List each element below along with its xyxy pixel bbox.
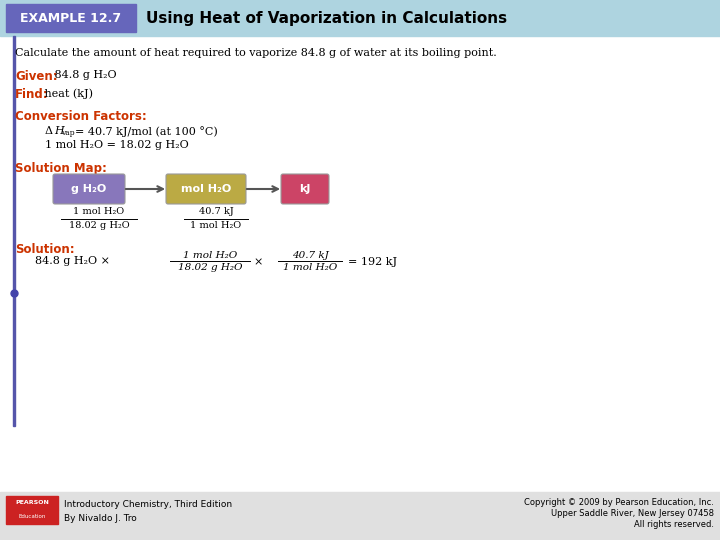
Text: mol H₂O: mol H₂O [181, 184, 231, 194]
Text: 84.8 g H₂O: 84.8 g H₂O [51, 70, 117, 80]
Text: Solution Map:: Solution Map: [15, 162, 107, 175]
Bar [6, 4, 136, 32]
Bar [0, 492, 720, 540]
Text: = 40.7 kJ/mol (at 100 °C): = 40.7 kJ/mol (at 100 °C) [75, 126, 217, 137]
Text: = 192 kJ: = 192 kJ [348, 257, 397, 267]
FancyBboxPatch shape [281, 174, 329, 204]
Text: Upper Saddle River, New Jersey 07458: Upper Saddle River, New Jersey 07458 [551, 509, 714, 518]
Bar [6, 496, 58, 510]
Text: Using Heat of Vaporization in Calculations: Using Heat of Vaporization in Calculatio… [146, 10, 507, 25]
FancyBboxPatch shape [166, 174, 246, 204]
Text: Δ: Δ [45, 126, 53, 136]
Bar [13, 36, 15, 426]
FancyBboxPatch shape [53, 174, 125, 204]
Text: Copyright © 2009 by Pearson Education, Inc.: Copyright © 2009 by Pearson Education, I… [524, 498, 714, 507]
Text: Given:: Given: [15, 70, 58, 83]
Text: PEARSON: PEARSON [15, 501, 49, 505]
Text: vap: vap [61, 129, 75, 137]
Text: Introductory Chemistry, Third Edition: Introductory Chemistry, Third Edition [64, 500, 232, 509]
Bar [6, 510, 58, 524]
Text: 84.8 g H₂O ×: 84.8 g H₂O × [35, 256, 110, 266]
Text: Education: Education [18, 515, 45, 519]
Text: EXAMPLE 12.7: EXAMPLE 12.7 [20, 11, 122, 24]
Text: 1 mol H₂O: 1 mol H₂O [73, 207, 125, 216]
Text: H: H [54, 126, 64, 136]
Text: All rights reserved.: All rights reserved. [634, 520, 714, 529]
Text: By Nivaldo J. Tro: By Nivaldo J. Tro [64, 514, 137, 523]
Text: 1 mol H₂O: 1 mol H₂O [183, 251, 237, 260]
Text: Find:: Find: [15, 88, 49, 101]
Text: 1 mol H₂O: 1 mol H₂O [190, 221, 242, 230]
Text: ×: × [253, 257, 263, 267]
Text: kJ: kJ [300, 184, 311, 194]
Text: Solution:: Solution: [15, 243, 75, 256]
Text: g H₂O: g H₂O [71, 184, 107, 194]
Text: heat (kJ): heat (kJ) [41, 88, 93, 99]
Text: 18.02 g H₂O: 18.02 g H₂O [178, 263, 242, 272]
Text: 18.02 g H₂O: 18.02 g H₂O [68, 221, 130, 230]
Text: 1 mol H₂O = 18.02 g H₂O: 1 mol H₂O = 18.02 g H₂O [45, 140, 189, 150]
Bar [0, 0, 720, 36]
Text: 40.7 kJ: 40.7 kJ [199, 207, 233, 216]
Text: Calculate the amount of heat required to vaporize 84.8 g of water at its boiling: Calculate the amount of heat required to… [15, 48, 497, 58]
Text: 40.7 kJ: 40.7 kJ [292, 251, 328, 260]
Text: Conversion Factors:: Conversion Factors: [15, 110, 147, 123]
Text: 1 mol H₂O: 1 mol H₂O [283, 263, 337, 272]
